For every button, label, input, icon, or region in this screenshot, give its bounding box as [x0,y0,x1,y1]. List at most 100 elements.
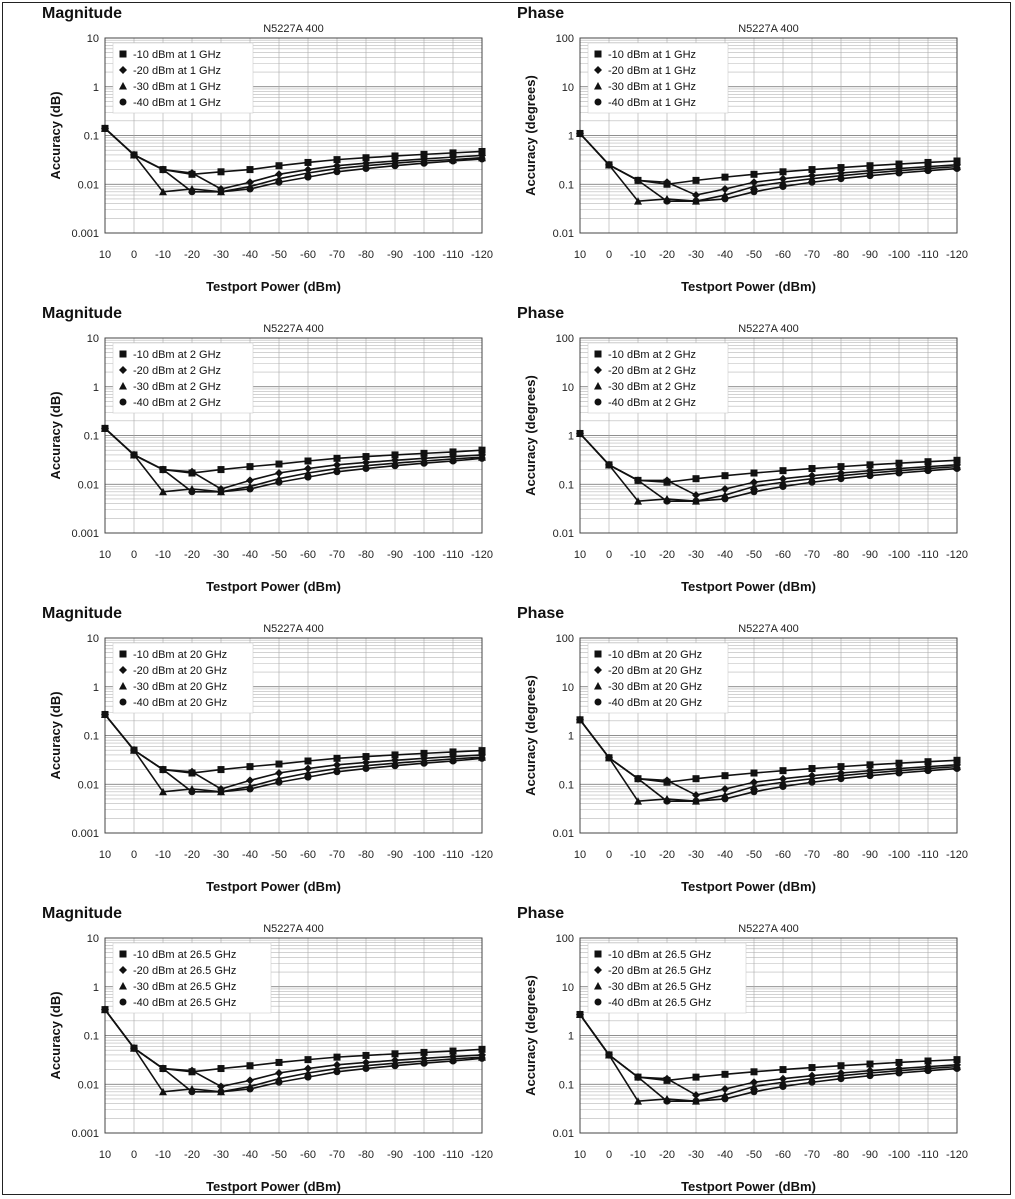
data-point [246,1062,254,1070]
legend-entry: -20 dBm at 2 GHz [133,365,221,377]
data-point [692,491,700,500]
data-point [362,165,370,173]
data-point [663,178,671,187]
x-tick-label: -90 [387,1149,403,1161]
x-tick-label: -10 [155,849,171,861]
data-point [130,1044,138,1052]
x-tick-label: -90 [387,849,403,861]
y-tick-label: 10 [562,982,574,994]
data-point [576,429,584,437]
data-point [246,166,254,174]
x-tick-label: -70 [804,1149,820,1161]
series-line [104,1009,483,1093]
data-point [953,456,961,464]
legend-entry: -20 dBm at 20 GHz [133,665,227,677]
data-point [837,763,845,771]
legend-box [587,42,729,114]
x-tick-label: -100 [888,249,910,261]
y-tick-label: 1 [93,682,99,694]
plot-border [104,937,483,1134]
legend-marker [119,950,127,958]
data-point [634,1097,642,1105]
series-line [104,1009,483,1088]
x-tick-label: -110 [442,849,463,861]
x-tick-label: -120 [471,849,493,861]
data-point [721,1070,729,1078]
legend-marker [119,698,127,706]
plot-border [579,637,958,834]
x-tick-label: -30 [688,1149,704,1161]
data-point [692,797,700,805]
x-tick-label: -70 [329,549,345,561]
legend-entry: -40 dBm at 1 GHz [133,97,221,109]
data-point [159,487,167,496]
y-axis-label: Accuracy (dB) [48,391,63,479]
chart-title: Phase [517,905,564,922]
data-point [837,164,845,172]
data-point [188,1088,196,1096]
data-point [420,459,428,467]
data-point [605,461,613,469]
y-tick-label: 0.001 [71,828,99,840]
series-line [104,127,483,190]
data-point [159,187,167,196]
data-point [663,776,671,785]
data-point [101,710,109,718]
data-point [333,1068,341,1076]
legend-marker [594,398,602,406]
legend-entry: -10 dBm at 26.5 GHz [133,949,236,961]
data-point [808,465,816,473]
data-point [246,776,254,785]
legend-marker [119,398,127,406]
plot-border [104,637,483,834]
legend-entry: -20 dBm at 26.5 GHz [608,965,711,977]
legend-marker [594,350,602,358]
x-tick-label: -80 [833,849,849,861]
data-point [837,1075,845,1083]
data-point [188,788,196,796]
y-tick-label: 0.1 [559,779,574,791]
x-tick-label: -80 [833,549,849,561]
x-tick-label: -10 [630,549,646,561]
legend-entry: -10 dBm at 1 GHz [133,49,221,61]
legend-entry: -40 dBm at 2 GHz [608,397,696,409]
x-tick-label: -110 [917,249,938,261]
legend-entry: -30 dBm at 26.5 GHz [608,981,711,993]
x-tick-label: -50 [271,849,287,861]
data-point [217,1088,225,1096]
y-tick-label: 0.01 [78,179,99,191]
y-tick-label: 0.001 [71,528,99,540]
data-point [866,772,874,780]
data-point [721,484,729,493]
x-tick-label: 10 [574,249,586,261]
y-tick-label: 10 [562,382,574,394]
x-tick-label: -70 [329,249,345,261]
data-point [362,1051,370,1059]
legend-marker [119,82,127,90]
data-point [750,1082,758,1090]
x-tick-label: -20 [184,249,200,261]
x-tick-label: -40 [717,1149,733,1161]
legend-entry: -20 dBm at 20 GHz [608,665,702,677]
series-line [104,1009,483,1093]
y-tick-label: 1 [93,382,99,394]
data-point [159,766,167,774]
data-point [866,162,874,170]
data-point [953,756,961,764]
x-tick-label: -120 [946,549,968,561]
data-point [420,449,428,457]
data-point [634,176,642,184]
data-point [605,161,613,169]
series-line [579,719,958,802]
x-tick-label: -120 [471,549,493,561]
data-point [275,178,283,186]
data-point [304,773,312,781]
data-point [159,166,167,174]
data-point [837,1062,845,1070]
legend-entry: -30 dBm at 2 GHz [133,381,221,393]
data-point [634,476,642,484]
series-line [104,713,483,790]
legend-entry: -10 dBm at 26.5 GHz [608,949,711,961]
x-tick-label: -120 [946,249,968,261]
y-tick-label: 100 [556,33,574,45]
